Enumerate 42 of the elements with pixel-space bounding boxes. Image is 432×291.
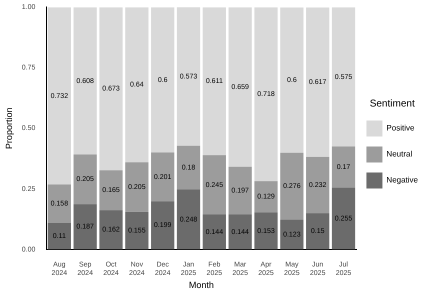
bar [254,212,278,250]
bar [99,170,123,210]
bar [151,201,174,250]
bar [99,210,123,250]
bar [48,184,71,223]
bar [228,166,252,215]
bar [306,156,330,214]
bar [332,188,356,250]
bar [151,7,174,153]
bar [228,7,252,167]
bar [280,7,304,153]
bar [332,146,356,188]
bar [202,7,226,156]
bar [48,222,71,250]
bar [228,214,252,250]
bar [254,7,278,182]
legend-title: Sentiment [370,98,415,110]
bar [151,152,174,202]
bar [176,146,200,190]
bar [176,7,200,146]
bar [306,213,330,250]
bar [332,7,356,146]
bar [74,154,97,204]
legend-label: Negative [386,176,419,185]
bar [202,214,226,250]
legend-label: Positive [386,124,415,133]
bar [125,212,148,250]
x-axis-title: Month [188,280,214,290]
bar [99,7,123,170]
bar [48,7,71,184]
bar [306,7,330,157]
y-axis-title: Proportion [4,108,14,150]
bar [176,189,200,250]
bar [254,181,278,212]
bar [125,7,148,162]
bar [280,152,304,220]
bar [74,204,97,250]
bar [202,155,226,215]
legend-label: Neutral [386,150,412,159]
bar [125,162,148,212]
bar [280,220,304,250]
bar [74,7,97,154]
